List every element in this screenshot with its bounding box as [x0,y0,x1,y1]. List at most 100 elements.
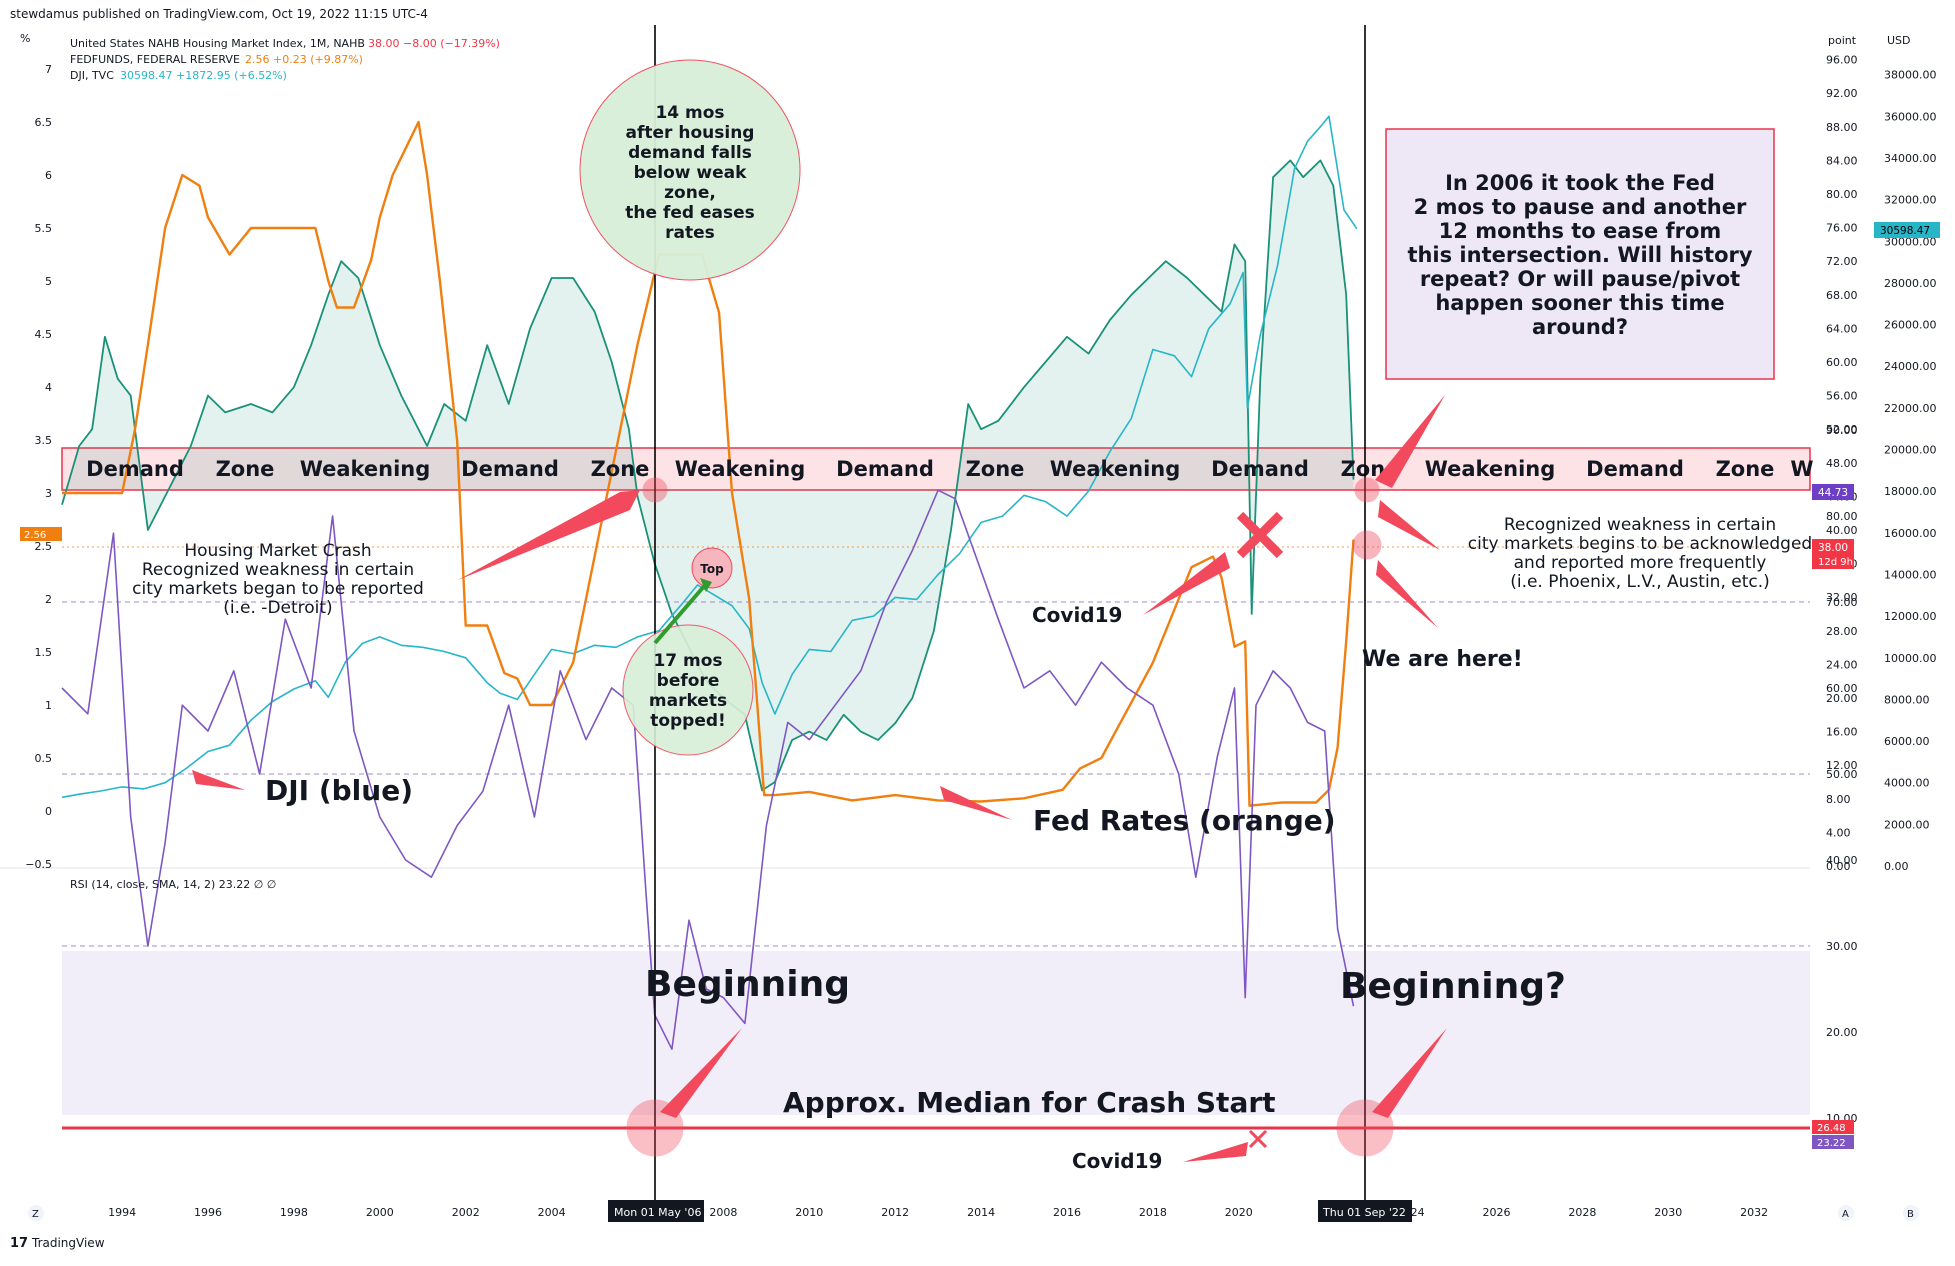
zone-label: Weakening [1050,457,1181,481]
x-tick: 1998 [280,1206,308,1219]
badge-rsi-current [1812,1135,1854,1149]
arrow-2022-b [1378,500,1440,550]
rsi-tick: 30.00 [1826,940,1858,953]
badge-dji [1874,222,1940,238]
b-button[interactable] [1903,1205,1919,1221]
x-tick: 2010 [795,1206,823,1219]
badge-nahb-text: 44.73 [1818,487,1848,499]
usd-tick: 10000.00 [1884,652,1937,665]
usd-tick: 8000.00 [1884,693,1930,706]
left-tick: 6.5 [35,116,53,129]
dji-series-group [61,115,1358,799]
fed-label: Fed Rates (orange) [1033,804,1336,837]
dji-arrow [192,770,245,790]
crash-arrow [458,490,640,580]
badge-nahb-countdown: 12d 9h [1818,557,1853,568]
point-tick: 48.00 [1826,457,1858,470]
dji-line[interactable] [61,115,1358,799]
x-tick: 2030 [1654,1206,1682,1219]
point-tick: 12.00 [1826,759,1858,772]
usd-tick: 34000.00 [1884,152,1937,165]
zoom-button-label: Z [32,1209,39,1220]
intersection-2006 [642,477,668,503]
usd-tick: 26000.00 [1884,319,1937,332]
point-axis-unit: point [1828,34,1857,47]
zone-label: Demand [836,457,934,481]
rsi-legend[interactable]: RSI (14, close, SMA, 14, 2) 23.22 ∅ ∅ [70,878,276,891]
zone-label: Demand [461,457,559,481]
point-tick: 84.00 [1826,154,1858,167]
usd-axis[interactable]: 38000.00 36000.00 34000.00 32000.00 30000.00… [1884,69,1937,873]
point-tick: 52.00 [1826,423,1858,436]
usd-tick: 32000.00 [1884,194,1937,207]
zone-label: Demand [86,457,184,481]
x-tick: 1994 [108,1206,136,1219]
point-tick: 32.00 [1826,591,1858,604]
usd-tick: 12000.00 [1884,610,1937,623]
point-axis[interactable]: 96.00 92.00 88.00 84.00 80.00 76.00 72.00 68.00… [1826,54,1858,873]
left-tick: 3.5 [35,434,53,447]
x-tick: 2018 [1139,1206,1167,1219]
zone-label: Zone [591,457,650,481]
left-tick: 1 [45,699,52,712]
intersection-2022-fed [1352,530,1382,560]
point-tick: 92.00 [1826,87,1858,100]
usd-tick: 36000.00 [1884,110,1937,123]
footer-brand[interactable]: TradingView [31,1236,105,1250]
badge-fed-left [20,527,62,541]
tv-logo-icon: 17 [10,1236,28,1251]
publisher-line: stewdamus published on TradingView.com, … [10,7,428,21]
left-tick: 2 [45,593,52,606]
x-tick: 2032 [1740,1206,1768,1219]
usd-tick: 18000.00 [1884,485,1937,498]
usd-tick: 14000.00 [1884,568,1937,581]
badge-fed-left-text: 2.56 [24,530,46,541]
zone-label: Demand [1211,457,1309,481]
legend-fed-name[interactable]: FEDFUNDS, FEDERAL RESERVE [70,53,240,66]
intersection-2022 [1354,477,1380,503]
point-tick: 8.00 [1826,793,1851,806]
left-axis[interactable]: 7 6.5 6 5.5 5 4.5 4 3.5 3 2.5 2 1.5 1 0.5 0 −0.5 [25,63,52,871]
circle-14mos [579,59,801,281]
point-tick: 24.00 [1826,658,1858,671]
x-tick: 2002 [452,1206,480,1219]
left-tick: 0 [45,805,52,818]
usd-tick: 38000.00 [1884,69,1937,82]
rsi-line[interactable] [61,489,1355,1050]
rsi-tick: 40.00 [1826,854,1858,867]
left-tick: 1.5 [35,646,53,659]
usd-tick: 28000.00 [1884,277,1937,290]
rsi-tick: 20.00 [1826,1026,1858,1039]
badge-rsi-current-text: 23.22 [1817,1138,1846,1149]
legend-dji-values: 30598.47 +1872.95 (+6.52%) [120,69,287,82]
point-tick: 0.00 [1826,860,1851,873]
rsi-tick: 80.00 [1826,510,1858,523]
legend-dji-name[interactable]: DJI, TVC [70,69,114,82]
x-tick: 2016 [1053,1206,1081,1219]
left-tick: 4.5 [35,328,53,341]
badge-rsi-median [1812,1120,1854,1134]
zoom-button[interactable] [28,1205,44,1221]
left-tick: 0.5 [35,752,53,765]
arrow-2022-a [1375,395,1445,488]
covid-bottom-label: Covid19 [1072,1149,1162,1173]
legend-nahb-name[interactable]: United States NAHB Housing Market Index,… [70,37,365,50]
time-axis[interactable]: 1994 1996 1998 2000 2002 2004 2008 2010 2012 2014… [108,1206,1768,1219]
housing-crash-text: Housing Market Crash Recognized weakness … [132,541,424,618]
dji-label: DJI (blue) [265,774,413,807]
left-tick: 7 [45,63,52,76]
legend-nahb-values: 38.00 −8.00 (−17.39%) [368,37,500,50]
usd-tick: 6000.00 [1884,735,1930,748]
left-tick: 5.5 [35,222,53,235]
arrow-2022-c [1376,560,1438,628]
point-tick: 72.00 [1826,255,1858,268]
point-tick: 88.00 [1826,121,1858,134]
usd-tick: 16000.00 [1884,527,1937,540]
x-tick: 2028 [1568,1206,1596,1219]
left-axis-unit: % [20,32,30,45]
auto-scale-button[interactable] [1838,1205,1854,1221]
rsi-axis[interactable]: 90.00 80.00 70.00 60.00 50.00 40.00 30.00 20.00… [1826,424,1858,1125]
usd-tick: 30000.00 [1884,235,1937,248]
